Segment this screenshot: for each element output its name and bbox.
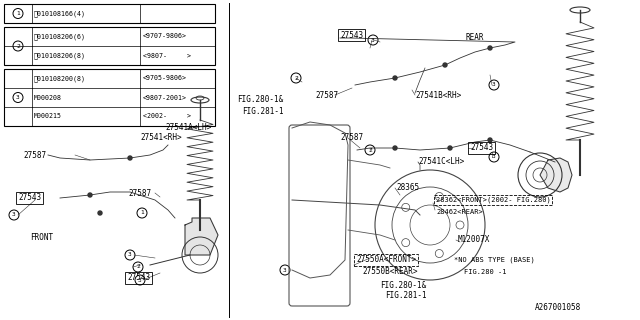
Text: *NO ABS TYPE (BASE): *NO ABS TYPE (BASE) [454, 257, 535, 263]
Text: 3: 3 [138, 277, 142, 283]
Text: M000208: M000208 [34, 94, 62, 100]
Text: FRONT: FRONT [30, 234, 53, 243]
Circle shape [98, 211, 102, 215]
Text: 28362<FRONT>(2002- FIG.280): 28362<FRONT>(2002- FIG.280) [436, 197, 551, 203]
Text: 27541B<RH>: 27541B<RH> [415, 91, 461, 100]
Text: 27541<RH>: 27541<RH> [140, 133, 182, 142]
Text: Ⓑ010108200(8): Ⓑ010108200(8) [34, 75, 86, 82]
Text: 2: 2 [16, 44, 20, 49]
Text: 1: 1 [16, 11, 20, 16]
Text: Ⓑ010108206(6): Ⓑ010108206(6) [34, 33, 86, 40]
Text: 3: 3 [16, 95, 20, 100]
Text: M12007X: M12007X [458, 236, 490, 244]
Text: 27543: 27543 [470, 143, 493, 153]
Text: 27543: 27543 [127, 274, 150, 283]
Text: FIG.280-1&: FIG.280-1& [380, 281, 426, 290]
Text: <2002-     >: <2002- > [143, 114, 191, 119]
Text: A267001058: A267001058 [535, 302, 581, 311]
Text: 3: 3 [371, 37, 375, 43]
Text: <9705-9806>: <9705-9806> [143, 76, 187, 82]
Text: 1: 1 [140, 211, 144, 215]
Text: 2: 2 [368, 148, 372, 153]
Text: FIG.281-1: FIG.281-1 [242, 107, 284, 116]
Text: FIG.280-1&: FIG.280-1& [237, 95, 284, 105]
Text: 27587: 27587 [315, 91, 338, 100]
Text: 27587: 27587 [340, 133, 363, 142]
Text: 27543: 27543 [18, 194, 41, 203]
Text: 28365: 28365 [396, 183, 419, 193]
Text: 3: 3 [492, 155, 496, 159]
Circle shape [448, 146, 452, 150]
Text: 27587: 27587 [128, 188, 151, 197]
Text: 3: 3 [492, 83, 496, 87]
Text: <9807-     >: <9807- > [143, 52, 191, 59]
Circle shape [488, 138, 492, 142]
Text: 28462<REAR>: 28462<REAR> [436, 209, 483, 215]
Text: 27587: 27587 [23, 150, 46, 159]
Text: FIG.281-1: FIG.281-1 [385, 292, 427, 300]
Text: 2: 2 [294, 76, 298, 81]
Text: 27541C<LH>: 27541C<LH> [418, 157, 464, 166]
Text: M000215: M000215 [34, 114, 62, 119]
Circle shape [393, 76, 397, 80]
Text: <9707-9806>: <9707-9806> [143, 34, 187, 39]
Text: 3: 3 [12, 212, 16, 218]
Text: 3: 3 [283, 268, 287, 273]
Polygon shape [540, 158, 572, 192]
Text: 27541A<LH>: 27541A<LH> [165, 123, 211, 132]
Text: 3: 3 [128, 252, 132, 258]
Text: Ⓑ010108166(4): Ⓑ010108166(4) [34, 10, 86, 17]
Bar [4, 4, 215, 23]
Text: 27550A<FRONT>: 27550A<FRONT> [356, 255, 416, 265]
Bar [4, 27, 215, 65]
Polygon shape [185, 218, 218, 255]
Circle shape [488, 46, 492, 50]
Circle shape [443, 63, 447, 67]
Text: 27543: 27543 [340, 30, 363, 39]
Text: FIG.280 -1: FIG.280 -1 [464, 269, 506, 275]
Bar [4, 69, 215, 126]
Text: <9807-2001>: <9807-2001> [143, 94, 187, 100]
Text: REAR: REAR [465, 34, 483, 43]
Circle shape [128, 156, 132, 160]
Text: Ⓑ010108206(8): Ⓑ010108206(8) [34, 52, 86, 59]
Circle shape [88, 193, 92, 197]
Circle shape [393, 146, 397, 150]
Text: 27550B<REAR>: 27550B<REAR> [362, 268, 417, 276]
Text: 2: 2 [136, 265, 140, 269]
